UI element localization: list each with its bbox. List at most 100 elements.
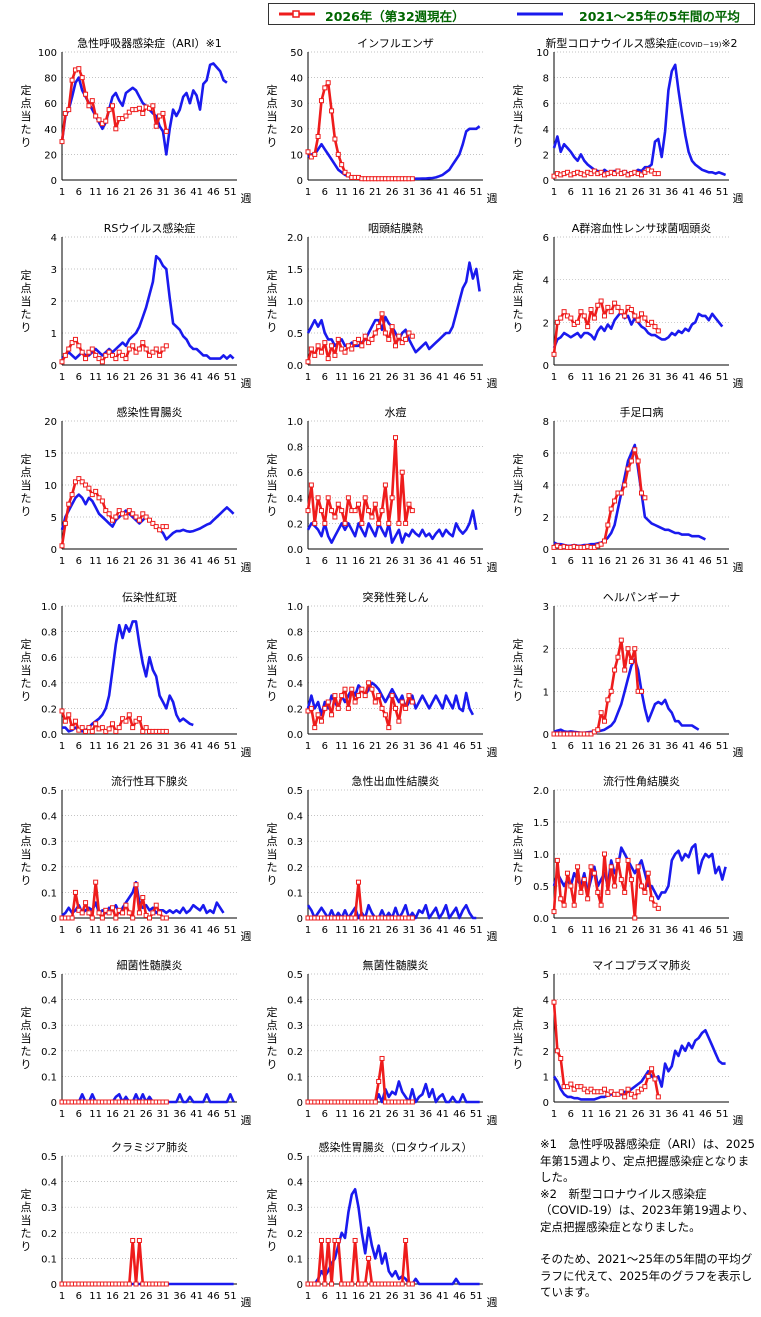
x-tick-label: 1 <box>551 1109 557 1120</box>
y-axis-label-char: 定 <box>21 1187 32 1201</box>
current-point <box>93 879 99 885</box>
x-tick-label: 36 <box>173 925 186 936</box>
current-point <box>655 1094 661 1100</box>
y-axis-label-char: り <box>21 1240 32 1253</box>
y-tick-label: 1.5 <box>533 818 549 829</box>
x-tick-label: 21 <box>123 741 136 752</box>
x-tick-label: 31 <box>157 187 170 198</box>
current-point <box>335 336 341 342</box>
current-point <box>136 1237 142 1243</box>
current-point <box>106 349 112 355</box>
x-tick-label: 31 <box>649 1109 662 1120</box>
current-point <box>308 705 314 711</box>
current-point <box>376 693 382 699</box>
x-tick-label: 51 <box>716 741 729 752</box>
x-tick-label: 21 <box>369 1109 382 1120</box>
x-tick-label: 26 <box>140 187 153 198</box>
current-point <box>332 136 338 142</box>
y-axis-label-char: 定 <box>513 1005 524 1019</box>
current-point <box>157 113 163 119</box>
current-point <box>558 315 564 321</box>
current-point <box>109 517 115 523</box>
y-tick-label: 0.4 <box>287 1178 303 1189</box>
y-axis-label-char: た <box>267 308 278 321</box>
y-axis-label-char: 定 <box>21 637 32 651</box>
current-point <box>96 356 102 362</box>
y-tick-label: 30 <box>290 99 303 110</box>
current-point <box>89 346 95 352</box>
y-tick-label: 10 <box>536 48 549 59</box>
current-point <box>120 511 126 517</box>
x-tick-label: 21 <box>615 556 628 567</box>
y-axis-label-char: 点 <box>21 466 32 479</box>
current-year-legend-line <box>279 10 315 18</box>
current-point <box>89 492 95 498</box>
current-point <box>585 324 591 330</box>
chart-title: A群溶血性レンサ球菌咽頭炎 <box>572 221 712 235</box>
x-tick-label: 11 <box>581 741 594 752</box>
x-tick-label: 1 <box>305 556 311 567</box>
x-tick-label: 41 <box>436 1109 449 1120</box>
x-tick-label: 26 <box>632 741 645 752</box>
current-point <box>305 508 311 514</box>
x-tick-label: 16 <box>598 741 611 752</box>
current-point <box>396 520 402 526</box>
y-axis-label-char: 定 <box>21 1005 32 1019</box>
x-tick-label: 16 <box>106 741 119 752</box>
y-tick-label: 10 <box>290 150 303 161</box>
x-tick-label: 41 <box>682 187 695 198</box>
current-point <box>393 435 398 441</box>
x-tick-label: 16 <box>352 741 365 752</box>
current-point <box>163 524 169 530</box>
current-point <box>389 324 395 330</box>
current-point <box>339 508 345 514</box>
current-point <box>403 336 409 342</box>
y-axis-label-char: 定 <box>21 452 32 466</box>
current-point <box>335 501 341 507</box>
x-tick-label: 21 <box>615 741 628 752</box>
y-tick-label: 0.2 <box>287 863 303 874</box>
current-series-line <box>552 852 660 920</box>
y-axis-label-char: 点 <box>21 651 32 664</box>
x-tick-label: 41 <box>436 187 449 198</box>
x-axis-unit: 週 <box>241 377 252 390</box>
y-axis-label-char: り <box>267 1240 278 1253</box>
x-tick-label: 36 <box>419 741 432 752</box>
y-axis-label-char: 当 <box>267 1213 278 1227</box>
y-axis-label-char: 当 <box>267 663 278 677</box>
y-tick-label: 0.4 <box>287 679 303 690</box>
y-tick-label: 6 <box>543 233 549 244</box>
current-point <box>133 514 139 520</box>
x-tick-label: 11 <box>89 556 102 567</box>
x-tick-label: 11 <box>581 556 594 567</box>
y-tick-label: 2 <box>543 318 549 329</box>
x-axis-unit: 週 <box>487 1114 498 1127</box>
current-point <box>568 1081 574 1087</box>
y-axis-label-char: 当 <box>513 294 524 308</box>
y-tick-label: 40 <box>44 125 57 136</box>
y-axis-label-char: た <box>21 677 32 690</box>
current-point <box>558 896 564 902</box>
x-tick-label: 26 <box>632 925 645 936</box>
current-point <box>649 319 655 325</box>
y-tick-label: 1.0 <box>41 602 57 613</box>
y-tick-label: 0.2 <box>41 863 57 874</box>
y-tick-label: 0.6 <box>41 653 57 664</box>
current-point <box>150 103 156 109</box>
current-point <box>130 725 136 731</box>
current-point <box>147 517 152 523</box>
current-point <box>335 151 341 157</box>
current-point <box>83 356 89 362</box>
current-point <box>83 900 89 906</box>
current-point <box>106 107 112 113</box>
chart-title: 水痘 <box>385 405 407 419</box>
current-point <box>325 495 331 501</box>
current-point <box>598 298 604 304</box>
current-point <box>335 705 341 711</box>
current-point <box>608 506 614 512</box>
x-tick-label: 51 <box>470 1109 483 1120</box>
current-point <box>605 304 611 310</box>
y-axis-label-char: 定 <box>267 1005 278 1019</box>
